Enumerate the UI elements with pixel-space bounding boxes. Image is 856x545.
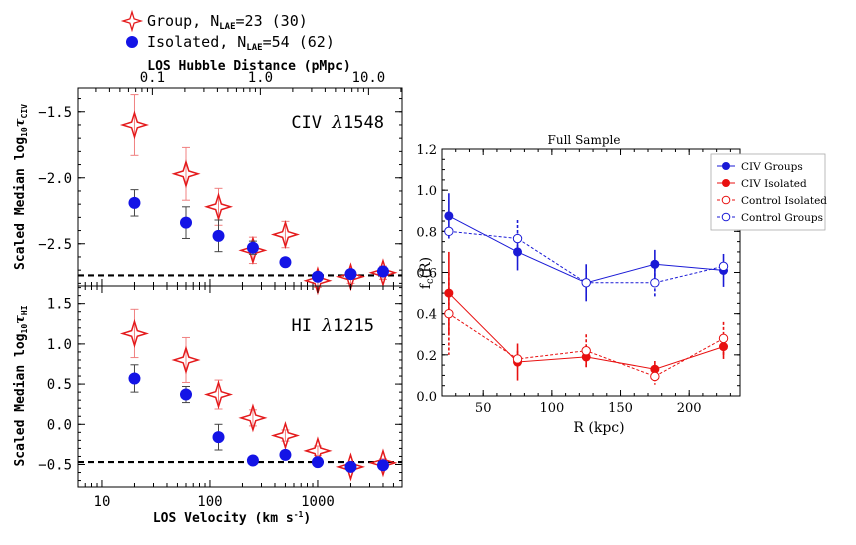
isolated-point	[344, 460, 357, 473]
isolated-point	[311, 270, 324, 283]
group-legend-label: Group, NLAE=23 (30)	[147, 12, 308, 32]
data-point	[444, 226, 454, 237]
isolated-point	[311, 456, 324, 469]
isolated-point	[344, 268, 357, 281]
top-tick-label: 10.0	[352, 70, 386, 86]
group-point	[270, 219, 300, 250]
data-point	[719, 342, 729, 352]
data-point	[718, 261, 729, 272]
data-point	[718, 333, 729, 344]
hi-panel: 1.5 1.0 0.5 0.0 −0.5 10 100 1000	[38, 285, 403, 510]
x-tick-label: 200	[677, 401, 702, 416]
isolated-legend-label: Isolated, NLAE=54 (62)	[147, 33, 335, 53]
group-point	[171, 345, 201, 375]
data-point	[650, 259, 660, 269]
fc-title: Full Sample	[548, 133, 621, 147]
y-tick-label: 1.0	[47, 337, 72, 353]
isolated-point	[180, 216, 192, 229]
isolated-point	[212, 229, 225, 242]
group-point	[335, 452, 366, 482]
x-tick-label: 150	[608, 401, 633, 416]
plot-frame	[77, 285, 403, 488]
legend-marker	[721, 195, 731, 205]
isolated-point	[246, 454, 259, 467]
fc-legend: CIV Groups CIV Isolated Control Isolated Co…	[710, 153, 827, 231]
isolated-point	[246, 241, 259, 254]
plot-frame	[441, 148, 741, 397]
y-tick-label: 0.8	[416, 225, 437, 240]
fc-xlabel: R (kpc)	[573, 420, 624, 436]
y-tick-label: −2.0	[38, 171, 72, 187]
isolated-point	[128, 372, 141, 385]
group-point	[119, 110, 150, 140]
isolated-point	[128, 196, 141, 209]
data-point	[512, 354, 523, 364]
data-point	[444, 211, 454, 221]
y-tick-label: 0.5	[47, 377, 72, 393]
civ-panel-label: CIV λ1548	[291, 113, 384, 133]
top-tick-label: 0.1	[140, 70, 165, 86]
x-tick-label: 50	[475, 401, 492, 416]
group-point	[119, 318, 150, 348]
group-point	[203, 192, 234, 222]
civ-panel: −1.5 −2.0 −2.5 0.1 1.0 10.0	[38, 70, 403, 296]
group-point	[270, 420, 300, 451]
data-point	[512, 233, 523, 244]
legend-marker	[721, 212, 731, 222]
x-tick-label: 100	[539, 401, 564, 416]
y-tick-label: 1.5	[47, 297, 72, 313]
legend-label: Control Isolated	[741, 195, 827, 207]
top-axis-title: LOS Hubble Distance (pMpc)	[147, 59, 351, 74]
hi-ylabel: Scaled Median log10τHI	[13, 305, 29, 466]
top-tick-label: 1.0	[248, 70, 273, 86]
legend-box	[710, 153, 826, 231]
y-tick-label: 0.2	[416, 349, 437, 364]
legend-marker	[722, 179, 730, 187]
fc-ylabel: fc(R)	[418, 257, 436, 289]
data-point	[581, 346, 591, 356]
civ-ylabel: Scaled Median log10τCIV	[13, 104, 29, 270]
group-point	[368, 448, 398, 478]
isolated-point	[279, 256, 292, 269]
isolated-legend-marker	[126, 36, 138, 48]
group-point	[203, 379, 234, 410]
isolated-point	[279, 448, 292, 461]
isolated-point	[376, 265, 389, 278]
hi-panel-label: HI λ1215	[292, 316, 374, 336]
y-tick-label: −1.5	[38, 105, 72, 121]
group-legend-marker	[120, 9, 144, 33]
y-tick-label: 0.0	[47, 417, 72, 433]
y-tick-label: 1.2	[416, 143, 437, 158]
y-tick-label: 0.4	[416, 308, 437, 323]
y-tick-label: 0.0	[416, 390, 437, 405]
y-tick-label: 0.6	[416, 267, 437, 282]
legend-label: CIV Isolated	[741, 178, 807, 190]
x-tick-label: 100	[197, 494, 222, 510]
fc-panel: 50 100 150 200 0.0 0.2 0.4 0.6 0.8 1.0 1.2	[416, 143, 741, 416]
legend-marker	[722, 162, 730, 170]
isolated-point	[376, 459, 389, 472]
group-point	[171, 159, 201, 189]
isolated-point	[212, 431, 225, 444]
y-tick-label: −0.5	[38, 457, 72, 473]
x-tick-label: 1000	[301, 494, 335, 510]
legend-label: Control Groups	[741, 212, 823, 224]
isolated-point	[180, 388, 192, 401]
y-tick-label: −2.5	[38, 237, 72, 253]
data-point	[444, 308, 454, 319]
hi-xlabel: LOS Velocity (km s-1)	[153, 510, 311, 526]
left-legend: Group, NLAE=23 (30) Isolated, NLAE=54 (6…	[120, 9, 335, 53]
data-point	[581, 278, 591, 288]
legend-label: CIV Groups	[741, 161, 803, 173]
group-point	[238, 403, 268, 433]
data-point	[650, 371, 660, 382]
y-tick-label: 1.0	[416, 184, 437, 199]
x-tick-label: 10	[94, 494, 111, 510]
data-point	[650, 278, 660, 288]
